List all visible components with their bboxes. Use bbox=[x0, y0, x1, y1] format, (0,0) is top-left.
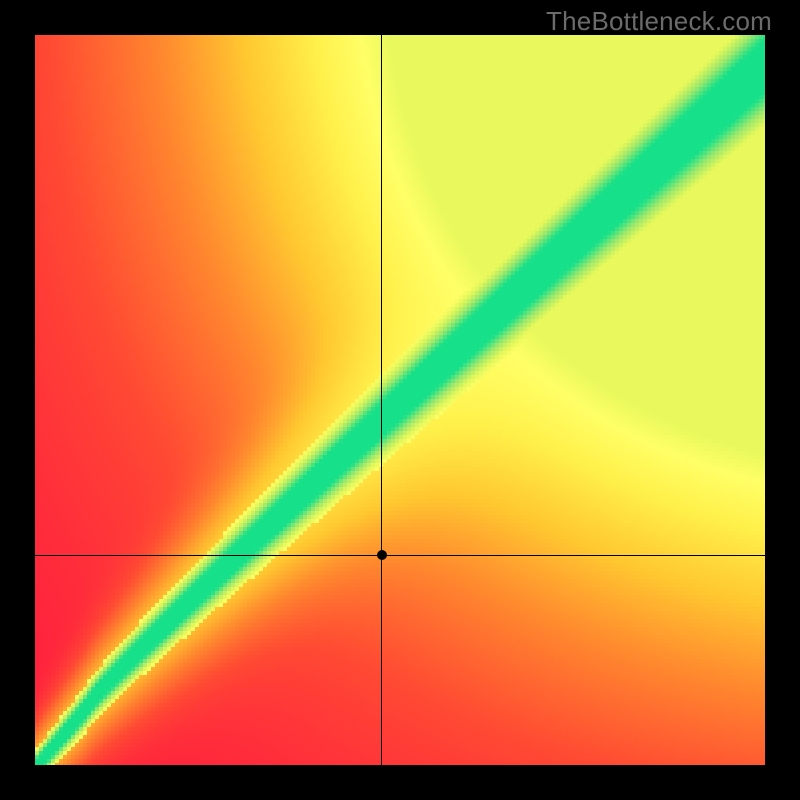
watermark-text: TheBottleneck.com bbox=[546, 6, 772, 37]
chart-container: TheBottleneck.com bbox=[0, 0, 800, 800]
bottleneck-heatmap bbox=[35, 35, 765, 765]
